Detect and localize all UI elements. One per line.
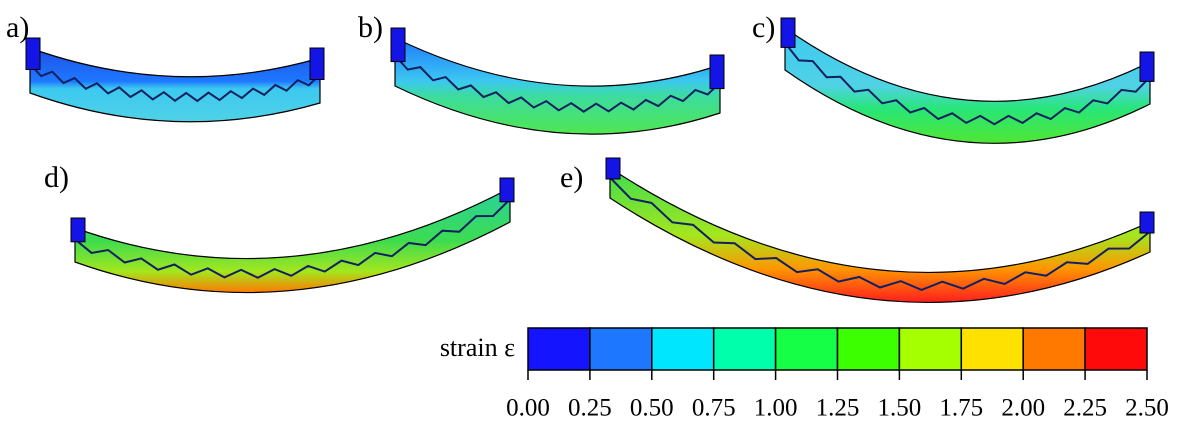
joint-line	[74, 198, 511, 279]
color-segment	[1022, 327, 1086, 371]
color-segment	[836, 327, 901, 371]
end-block	[499, 177, 515, 203]
color-segment	[960, 327, 1024, 371]
color-segment	[651, 327, 715, 371]
beam	[394, 37, 721, 135]
tick-label: 1.25	[816, 395, 860, 422]
tick-label: 1.00	[754, 395, 798, 422]
color-segment	[898, 327, 963, 371]
end-block	[780, 17, 796, 48]
beam	[74, 187, 511, 294]
joint-line	[394, 54, 721, 113]
panel-label: a)	[6, 11, 29, 44]
panel-label: c)	[752, 11, 775, 44]
end-block	[309, 47, 325, 80]
beam	[609, 166, 1151, 303]
end-block	[709, 54, 725, 90]
colorbar-label: strain ε	[440, 333, 515, 362]
color-segment	[712, 327, 777, 371]
tick-label: 2.00	[1001, 395, 1045, 422]
panel-label: d)	[44, 161, 69, 194]
panel-label: b)	[358, 11, 383, 44]
joint-line	[609, 176, 1151, 291]
joint-line	[784, 42, 1151, 126]
tick-label: 1.75	[939, 395, 983, 422]
tick-label: 2.50	[1125, 395, 1169, 422]
tick-label: 1.50	[878, 395, 922, 422]
end-block	[1139, 51, 1155, 82]
beams	[25, 17, 1155, 303]
beam	[784, 26, 1151, 144]
panel-label: e)	[560, 161, 583, 194]
colorbar: 0.00 0.25 0.50 0.75 1.00 1.25 1.50 1.75 2.00 2.25…	[506, 327, 1169, 422]
tick-label: 2.25	[1063, 395, 1107, 422]
color-segment	[1084, 327, 1148, 371]
end-block	[605, 157, 621, 180]
beam	[29, 47, 321, 123]
color-segment	[774, 327, 839, 371]
end-block	[70, 217, 86, 243]
color-segment	[589, 327, 653, 371]
tick-label: 0.50	[630, 395, 674, 422]
end-block	[1139, 211, 1155, 234]
color-segment	[527, 327, 591, 371]
end-block	[390, 27, 406, 63]
tick-label: 0.75	[692, 395, 736, 422]
tick-label: 0.00	[506, 395, 550, 422]
joint-line	[29, 63, 321, 103]
end-block	[25, 37, 41, 70]
tick-label: 0.25	[568, 395, 612, 422]
